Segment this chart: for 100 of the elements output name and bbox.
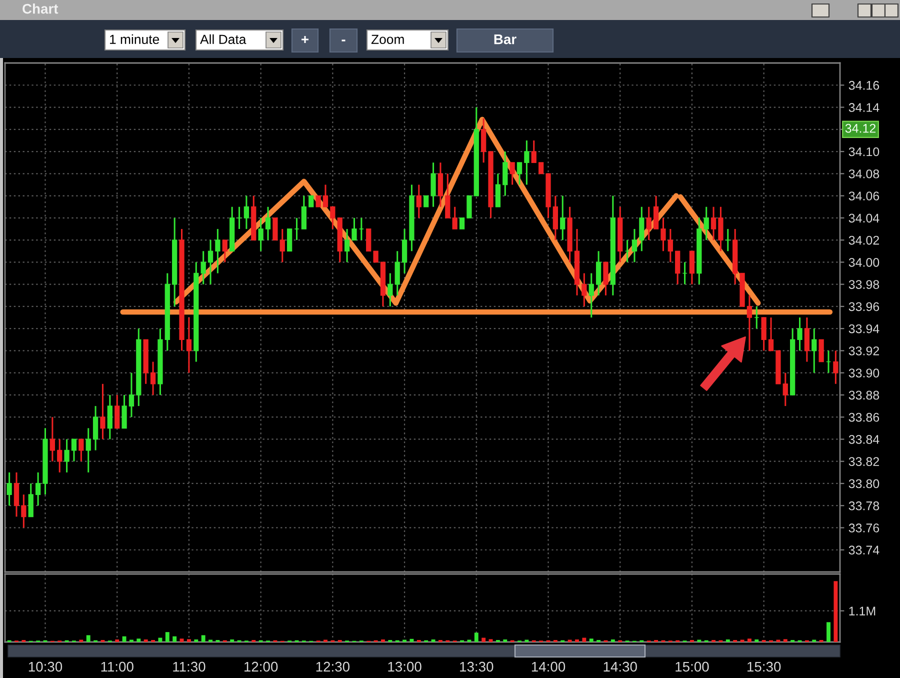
candlestick bbox=[265, 206, 271, 241]
candlestick bbox=[64, 438, 70, 474]
candlestick bbox=[244, 195, 250, 230]
candlestick bbox=[122, 394, 127, 429]
bar bbox=[747, 638, 752, 642]
candlestick bbox=[280, 228, 285, 263]
y-tick-label: 34.02 bbox=[848, 236, 879, 245]
bar bbox=[180, 638, 184, 642]
candlestick bbox=[718, 206, 724, 252]
candlestick bbox=[394, 250, 400, 296]
candlestick bbox=[258, 217, 264, 252]
y-tick-label: 33.78 bbox=[848, 501, 880, 510]
candlestick bbox=[322, 184, 328, 208]
candlestick bbox=[560, 195, 566, 241]
bar bbox=[136, 638, 141, 642]
bar bbox=[582, 638, 586, 642]
candlestick bbox=[388, 272, 393, 308]
x-tick-label: 11:00 bbox=[101, 662, 134, 672]
bar bbox=[610, 639, 615, 642]
bar bbox=[86, 635, 90, 642]
y-tick-label: 34.06 bbox=[848, 192, 880, 200]
candlestick bbox=[92, 405, 98, 452]
candlestick bbox=[107, 394, 112, 440]
text: + bbox=[302, 36, 308, 43]
candlestick bbox=[531, 140, 536, 164]
candlestick bbox=[286, 228, 292, 252]
candlestick bbox=[582, 272, 587, 308]
candlestick bbox=[222, 239, 228, 263]
x-tick-label: 14:00 bbox=[532, 662, 566, 672]
bar bbox=[186, 639, 191, 642]
annotation: 34.12 bbox=[845, 124, 876, 133]
candlestick bbox=[424, 195, 429, 208]
candlestick bbox=[100, 383, 106, 440]
x-tick-label: 10:30 bbox=[28, 662, 62, 672]
candlestick bbox=[710, 206, 716, 241]
y-tick-label: 33.94 bbox=[848, 324, 880, 334]
bar bbox=[783, 639, 788, 642]
candlestick bbox=[459, 217, 465, 230]
text: All Data bbox=[200, 34, 246, 44]
candlestick bbox=[21, 494, 26, 529]
text: Zoom bbox=[371, 34, 404, 44]
candlestick bbox=[316, 195, 321, 208]
candlestick bbox=[452, 206, 458, 230]
candlestick bbox=[200, 250, 206, 286]
y-tick-label: 33.80 bbox=[848, 479, 880, 488]
x-tick-label: 13:30 bbox=[460, 662, 494, 672]
x-tick-label: 15:00 bbox=[676, 662, 709, 672]
candlestick bbox=[308, 195, 314, 208]
candlestick bbox=[78, 438, 84, 462]
candlestick bbox=[782, 372, 788, 407]
candlestick bbox=[668, 228, 673, 263]
candlestick bbox=[402, 228, 408, 274]
bar bbox=[201, 635, 206, 642]
text: Bar bbox=[494, 34, 516, 44]
candlestick bbox=[430, 162, 436, 208]
bar bbox=[115, 639, 120, 642]
y-tick-label: 33.76 bbox=[848, 524, 880, 532]
bar bbox=[826, 622, 830, 642]
bar bbox=[165, 632, 170, 642]
candlestick bbox=[86, 427, 91, 474]
candlestick bbox=[632, 228, 638, 263]
candlestick bbox=[502, 150, 508, 197]
candlestick bbox=[588, 272, 594, 318]
bar bbox=[482, 638, 486, 642]
bar bbox=[194, 639, 198, 642]
candlestick bbox=[833, 350, 838, 385]
candlestick bbox=[57, 438, 62, 474]
bar bbox=[474, 632, 478, 642]
candlestick bbox=[761, 316, 766, 352]
candlestick bbox=[746, 294, 752, 352]
y-tick-label: 33.96 bbox=[848, 302, 880, 312]
x-tick-label: 14:30 bbox=[604, 662, 637, 672]
x-tick-label: 12:00 bbox=[244, 662, 278, 672]
bar bbox=[172, 636, 177, 642]
x-tick-label: 13:00 bbox=[388, 662, 422, 672]
candlestick bbox=[768, 316, 774, 352]
y-tick-label: 33.88 bbox=[848, 390, 880, 400]
candlestick bbox=[344, 228, 350, 263]
bar bbox=[575, 639, 579, 642]
candlestick bbox=[524, 140, 530, 186]
y-tick-label: 34.14 bbox=[848, 103, 880, 112]
chart-title: Chart bbox=[22, 4, 58, 14]
y-tick-label: 34.04 bbox=[848, 214, 880, 223]
candlestick bbox=[818, 339, 824, 362]
candlestick bbox=[596, 250, 602, 296]
y-tick-label: 34.10 bbox=[848, 147, 880, 156]
candlestick bbox=[675, 250, 680, 286]
bar bbox=[431, 639, 436, 642]
bar bbox=[230, 639, 234, 642]
candlestick bbox=[704, 206, 709, 241]
candlestick bbox=[373, 250, 378, 263]
y-tick-label: 1.1M bbox=[849, 606, 876, 616]
bar bbox=[144, 639, 148, 642]
x-tick-label: 12:30 bbox=[316, 662, 350, 672]
y-tick-label: 33.86 bbox=[848, 412, 880, 422]
y-tick-label: 33.98 bbox=[848, 280, 880, 289]
y-tick-label: 33.90 bbox=[848, 368, 880, 378]
text: - bbox=[342, 40, 346, 42]
candlestick bbox=[416, 184, 422, 219]
y-tick-label: 34.00 bbox=[848, 258, 880, 267]
